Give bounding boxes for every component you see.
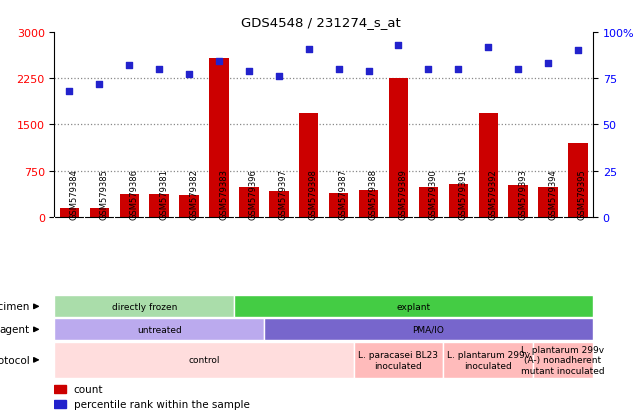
Point xyxy=(363,68,374,75)
Bar xyxy=(149,195,169,217)
Text: GSM579395: GSM579395 xyxy=(578,169,587,220)
Bar xyxy=(508,186,528,217)
Point xyxy=(333,66,344,73)
Bar xyxy=(264,318,593,341)
Bar xyxy=(388,78,408,217)
Text: GSM579381: GSM579381 xyxy=(159,169,168,220)
Bar xyxy=(234,296,593,318)
Bar xyxy=(54,318,264,341)
Point xyxy=(274,74,284,81)
Text: control: control xyxy=(188,356,220,365)
Bar xyxy=(449,185,468,217)
Text: GSM579392: GSM579392 xyxy=(488,169,497,220)
Bar xyxy=(569,144,588,217)
Point xyxy=(64,88,74,95)
Text: GSM579398: GSM579398 xyxy=(309,169,318,220)
Bar xyxy=(354,342,444,378)
Text: GSM579393: GSM579393 xyxy=(518,169,527,220)
Bar xyxy=(239,187,259,217)
Text: GSM579386: GSM579386 xyxy=(129,169,138,220)
Text: L. plantarum 299v
(A-) nonadherent
mutant inoculated: L. plantarum 299v (A-) nonadherent mutan… xyxy=(521,345,605,375)
Bar xyxy=(478,114,498,217)
Text: GDS4548 / 231274_s_at: GDS4548 / 231274_s_at xyxy=(240,16,401,28)
Bar xyxy=(359,190,378,217)
Point xyxy=(513,66,523,73)
Bar xyxy=(179,195,199,217)
Point xyxy=(304,46,314,53)
Text: GSM579391: GSM579391 xyxy=(458,169,467,220)
Text: untreated: untreated xyxy=(137,325,181,334)
Point xyxy=(483,44,494,51)
Bar xyxy=(419,187,438,217)
Bar xyxy=(538,187,558,217)
Bar xyxy=(533,342,593,378)
Text: GSM579389: GSM579389 xyxy=(399,169,408,220)
Text: protocol: protocol xyxy=(0,355,30,365)
Bar xyxy=(54,385,66,393)
Text: GSM579382: GSM579382 xyxy=(189,169,198,220)
Text: GSM579388: GSM579388 xyxy=(369,169,378,220)
Point xyxy=(573,48,583,55)
Point xyxy=(94,81,104,88)
Bar xyxy=(60,208,79,217)
Point xyxy=(124,63,135,69)
Bar xyxy=(54,296,234,318)
Point xyxy=(244,68,254,75)
Point xyxy=(423,66,433,73)
Text: explant: explant xyxy=(396,302,431,311)
Point xyxy=(154,66,164,73)
Text: GSM579385: GSM579385 xyxy=(99,169,108,220)
Bar xyxy=(54,401,66,408)
Text: GSM579394: GSM579394 xyxy=(548,169,557,220)
Bar xyxy=(209,59,229,217)
Text: percentile rank within the sample: percentile rank within the sample xyxy=(74,399,250,409)
Point xyxy=(394,43,404,49)
Bar xyxy=(90,209,109,217)
Bar xyxy=(269,192,288,217)
Bar xyxy=(444,342,533,378)
Point xyxy=(453,66,463,73)
Text: GSM579387: GSM579387 xyxy=(338,169,347,220)
Text: PMA/IO: PMA/IO xyxy=(412,325,444,334)
Bar xyxy=(120,195,139,217)
Bar xyxy=(329,193,349,217)
Text: L. paracasei BL23
inoculated: L. paracasei BL23 inoculated xyxy=(358,350,438,370)
Text: specimen: specimen xyxy=(0,301,30,311)
Text: GSM579397: GSM579397 xyxy=(279,169,288,220)
Text: GSM579384: GSM579384 xyxy=(69,169,78,220)
Point xyxy=(543,61,553,67)
Text: GSM579396: GSM579396 xyxy=(249,169,258,220)
Point xyxy=(184,72,194,78)
Text: GSM579390: GSM579390 xyxy=(428,169,437,220)
Text: agent: agent xyxy=(0,325,30,335)
Text: directly frozen: directly frozen xyxy=(112,302,177,311)
Text: count: count xyxy=(74,384,103,394)
Point xyxy=(214,59,224,66)
Text: L. plantarum 299v
inoculated: L. plantarum 299v inoculated xyxy=(447,350,530,370)
Bar xyxy=(54,342,354,378)
Bar xyxy=(299,114,319,217)
Text: GSM579383: GSM579383 xyxy=(219,169,228,220)
